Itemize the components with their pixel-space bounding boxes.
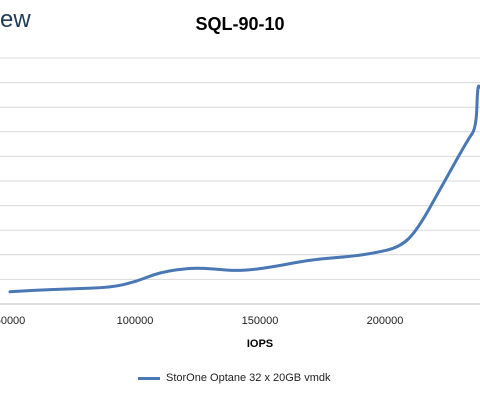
legend-swatch	[138, 376, 160, 380]
x-tick-label: 100000	[117, 315, 154, 327]
x-tick-label: 50000	[0, 315, 25, 327]
x-axis-label: IOPS	[246, 338, 274, 350]
series-layer	[8, 84, 480, 294]
x-axis: 50000 100000 150000 200000	[0, 303, 480, 327]
x-tick-label: 150000	[242, 315, 279, 327]
series-line	[8, 84, 480, 294]
legend-label: StorOne Optane 32 x 20GB vmdk	[166, 372, 331, 384]
chart-title: SQL-90-10	[195, 14, 285, 34]
brand-logo-text: ew	[0, 6, 31, 33]
x-tick-label: 200000	[367, 315, 404, 327]
gridlines	[0, 57, 480, 305]
legend: StorOne Optane 32 x 20GB vmdk	[138, 372, 330, 384]
